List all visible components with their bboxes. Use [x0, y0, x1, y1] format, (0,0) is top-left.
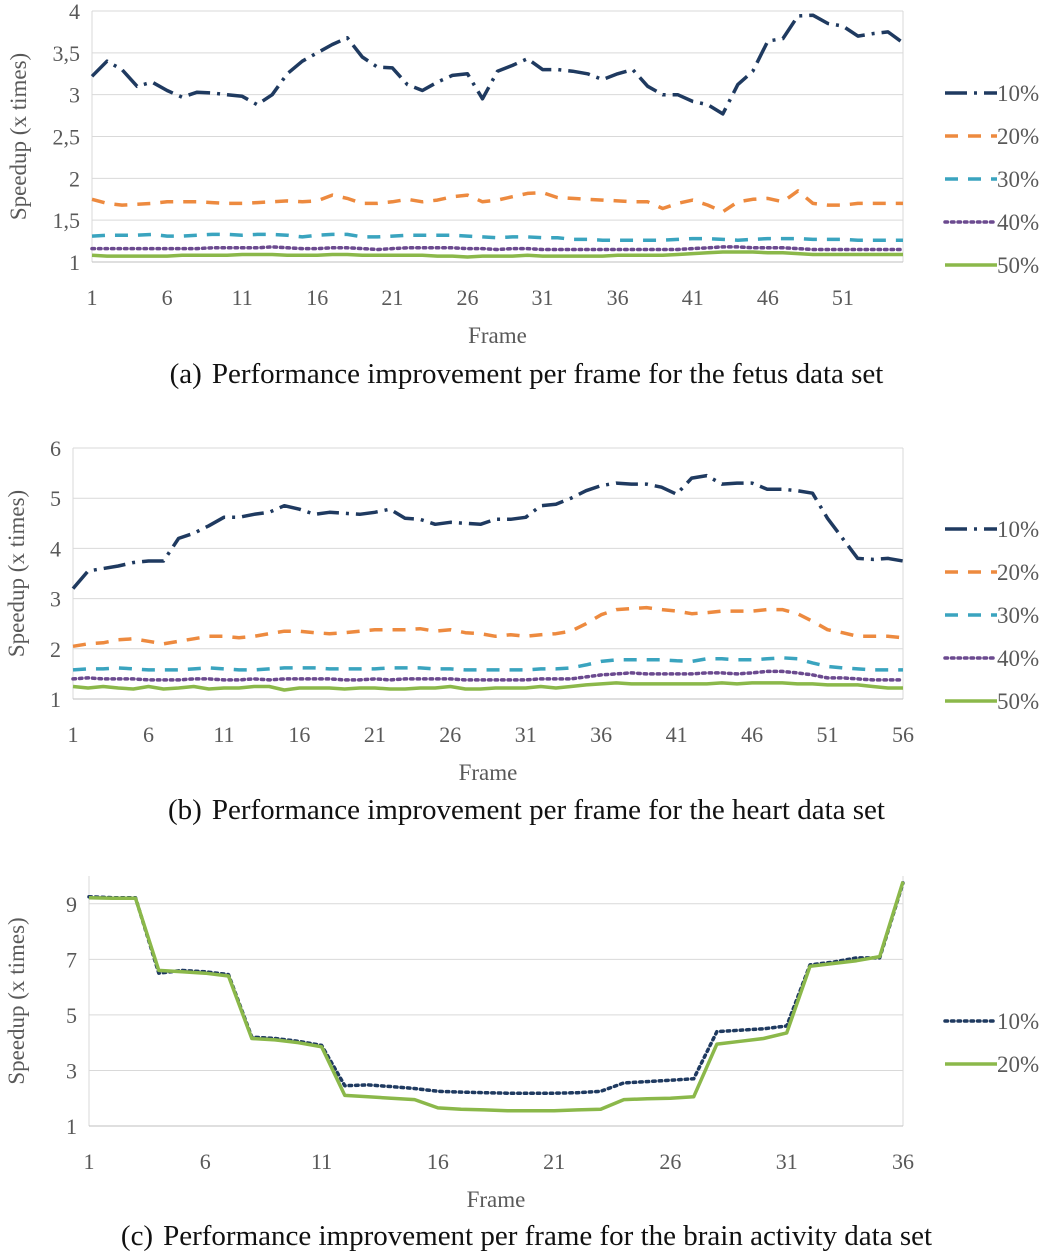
y-tick-label: 5: [66, 1003, 77, 1028]
x-tick-label: 46: [757, 285, 779, 310]
chart-fetus-svg: 11,522,533,541 6 11 16 21 26 31 36 41 46 51FrameSp…: [6, 0, 1039, 348]
x-tick-label: 16: [306, 285, 328, 310]
x-tick-label: 21: [381, 285, 403, 310]
legend-label: 30%: [997, 167, 1039, 192]
x-tick-label: 6: [200, 1149, 211, 1174]
x-tick-label: 51: [817, 722, 839, 747]
x-tick-label: 26: [456, 285, 478, 310]
legend-label: 30%: [997, 603, 1039, 628]
y-tick-label: 3: [66, 1058, 77, 1083]
x-tick-label: 56: [892, 722, 914, 747]
legend-label: 50%: [997, 253, 1039, 278]
y-tick-label: 1: [66, 1114, 77, 1139]
legend-label: 20%: [997, 560, 1039, 585]
series-line-50pct: [91, 250, 903, 259]
y-axis-title: Speedup (x times): [6, 53, 31, 220]
legend-label: 40%: [997, 646, 1039, 671]
x-tick-label: 16: [427, 1149, 449, 1174]
x-tick-label: 26: [659, 1149, 681, 1174]
series-line-10pct: [87, 881, 905, 1095]
x-tick-label: 1: [87, 285, 98, 310]
series-line-20pct: [72, 605, 904, 649]
y-tick-label: 1: [50, 687, 61, 712]
x-tick-label: 11: [232, 285, 253, 310]
x-tick-label: 1: [68, 722, 79, 747]
caption-brain: (c) Performance improvement per frame for…: [0, 1220, 1053, 1253]
y-tick-label: 4: [50, 536, 61, 561]
x-tick-label: 36: [607, 285, 629, 310]
series-line-10pct: [90, 13, 905, 116]
legend-label: 50%: [997, 689, 1039, 714]
caption-text: Performance improvement per frame for th…: [211, 794, 885, 826]
x-tick-label: 36: [590, 722, 612, 747]
y-axis-title: Speedup (x times): [4, 490, 29, 657]
y-tick-label: 1: [69, 250, 80, 275]
caption-tag: (b): [168, 794, 202, 826]
caption-text: Performance improvement per frame for th…: [211, 358, 884, 390]
x-tick-label: 51: [832, 285, 854, 310]
legend-label: 10%: [997, 517, 1039, 542]
chart-fetus: 1 1,5 2 2,5 3 3,5 4 1 6 11 16 21 26 31 36 41 46 51 Frame Sp…: [0, 0, 1053, 400]
x-axis-title: Frame: [468, 323, 527, 348]
x-tick-label: 41: [682, 285, 704, 310]
y-tick-label: 3,5: [53, 41, 81, 66]
y-tick-label: 2: [69, 166, 80, 191]
x-tick-label: 31: [776, 1149, 798, 1174]
y-tick-label: 9: [66, 892, 77, 917]
x-tick-label: 6: [143, 722, 154, 747]
y-tick-label: 2,5: [53, 125, 81, 150]
legend-label: 20%: [997, 124, 1039, 149]
x-tick-label: 21: [543, 1149, 565, 1174]
y-axis-title: Speedup (x times): [4, 917, 29, 1084]
series-line-30pct: [72, 656, 903, 672]
series-line-20pct: [91, 189, 903, 214]
legend-label: 20%: [997, 1052, 1039, 1077]
x-tick-label: 31: [515, 722, 537, 747]
x-axis-title: Frame: [459, 760, 518, 785]
series-line-20pct: [88, 881, 905, 1113]
caption-text: Performance improvement per frame for th…: [163, 1220, 933, 1252]
x-tick-label: 11: [311, 1149, 332, 1174]
series-line-40pct: [90, 245, 905, 252]
legend-label: 10%: [997, 81, 1039, 106]
series-line-10pct: [71, 473, 904, 590]
x-tick-label: 36: [892, 1149, 914, 1174]
y-tick-label: 3: [69, 83, 80, 108]
x-tick-label: 41: [666, 722, 688, 747]
y-tick-label: 4: [69, 0, 80, 24]
x-axis-title: Frame: [467, 1187, 526, 1212]
y-tick-label: 5: [50, 486, 61, 511]
caption-heart: (b) Performance improvement per frame for…: [0, 794, 1053, 827]
y-tick-label: 2: [50, 637, 61, 662]
x-tick-label: 26: [439, 722, 461, 747]
x-tick-label: 46: [741, 722, 763, 747]
y-tick-label: 6: [50, 436, 61, 461]
series-line-40pct: [71, 669, 905, 682]
legend-label: 40%: [997, 210, 1039, 235]
caption-tag: (c): [120, 1220, 154, 1252]
legend-label: 10%: [997, 1009, 1039, 1034]
x-tick-label: 11: [213, 722, 234, 747]
chart-heart: 1 2 3 4 5 6 1 6 11 16 21 26 31 36 41 46 51 56 Frame Speedup…: [0, 436, 1053, 827]
caption-fetus: (a) Performance improvement per frame for…: [0, 358, 1053, 391]
x-tick-label: 16: [288, 722, 310, 747]
x-tick-label: 1: [84, 1149, 95, 1174]
series-line-30pct: [91, 232, 903, 242]
y-tick-label: 3: [50, 587, 61, 612]
x-tick-label: 21: [364, 722, 386, 747]
x-tick-label: 31: [532, 285, 554, 310]
y-tick-label: 1,5: [53, 208, 81, 233]
x-tick-label: 6: [162, 285, 173, 310]
caption-tag: (a): [169, 358, 202, 390]
y-tick-label: 7: [66, 947, 77, 972]
series-line-50pct: [72, 681, 903, 692]
